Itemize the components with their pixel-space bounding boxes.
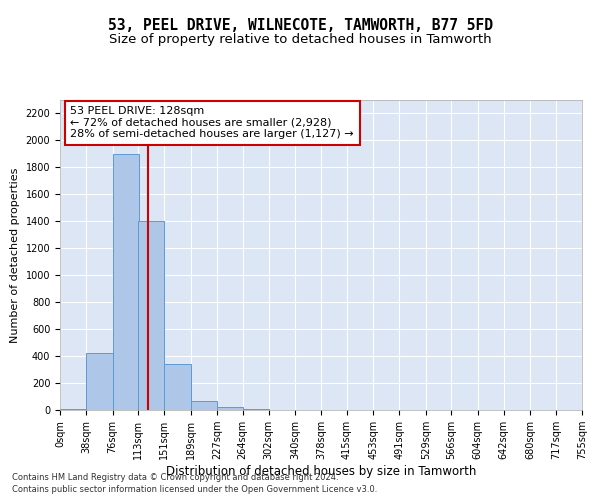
Bar (164, 364, 191, 410)
Bar (217, 406, 243, 410)
Y-axis label: Number of detached properties: Number of detached properties (10, 168, 20, 342)
Text: Contains public sector information licensed under the Open Government Licence v3: Contains public sector information licen… (12, 485, 377, 494)
Bar (191, 401, 217, 410)
Text: 53 PEEL DRIVE: 128sqm
← 72% of detached houses are smaller (2,928)
28% of semi-d: 53 PEEL DRIVE: 128sqm ← 72% of detached … (70, 106, 354, 140)
Text: Size of property relative to detached houses in Tamworth: Size of property relative to detached ho… (109, 32, 491, 46)
X-axis label: Distribution of detached houses by size in Tamworth: Distribution of detached houses by size … (166, 465, 476, 478)
Bar (60, 408, 86, 410)
Text: Contains HM Land Registry data © Crown copyright and database right 2024.: Contains HM Land Registry data © Crown c… (12, 472, 338, 482)
Text: 53, PEEL DRIVE, WILNECOTE, TAMWORTH, B77 5FD: 53, PEEL DRIVE, WILNECOTE, TAMWORTH, B77… (107, 18, 493, 32)
Bar (113, 154, 139, 410)
Bar (242, 409, 269, 410)
Bar (86, 354, 113, 410)
Bar (138, 222, 164, 410)
